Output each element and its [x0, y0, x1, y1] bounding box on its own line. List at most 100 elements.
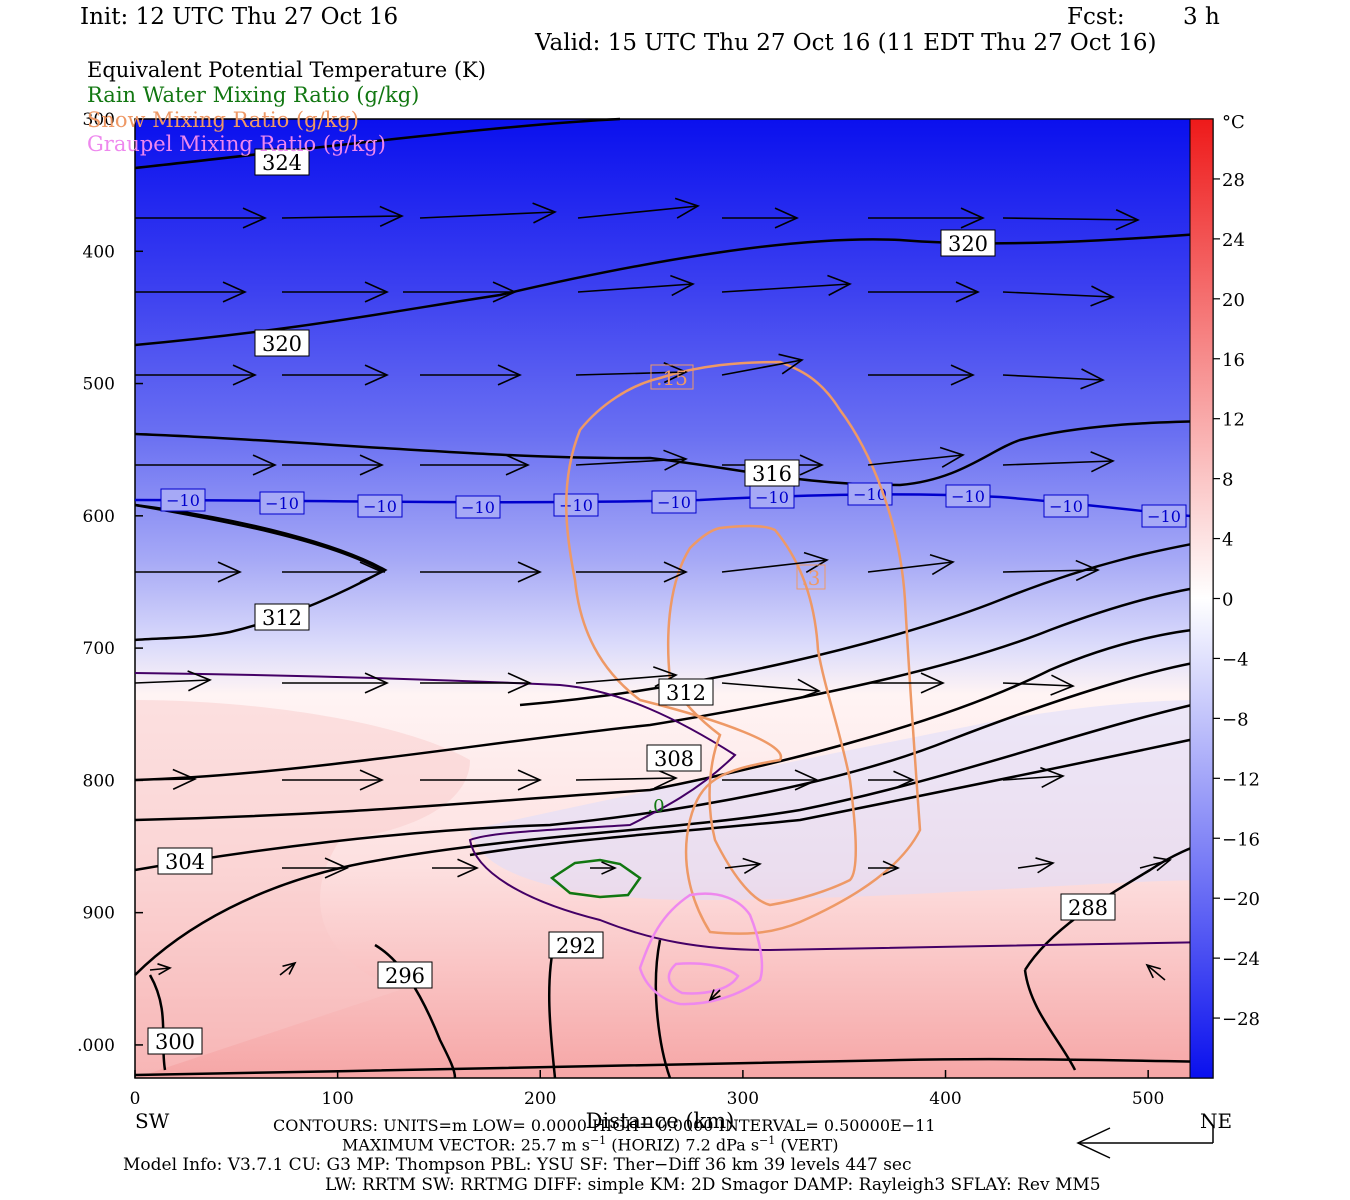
legend-rain: Rain Water Mixing Ratio (g/kg)	[87, 83, 420, 107]
theta-e-label: 292	[556, 934, 596, 958]
theta-e-contour-316	[134, 419, 1214, 487]
y-tick-label: 600	[83, 507, 115, 527]
colorbar-tick-label: −4	[1222, 649, 1249, 670]
wind-vector-head	[507, 672, 532, 694]
wind-vector-head	[1080, 368, 1105, 390]
legend-graupel: Graupel Mixing Ratio (g/kg)	[87, 132, 386, 156]
colorbar-tick-label: 4	[1222, 530, 1233, 551]
theta-e-label: 320	[262, 332, 302, 356]
wind-vector-head	[1040, 766, 1065, 789]
minus10-label-box	[651, 490, 697, 514]
wind-vector-head	[663, 561, 688, 583]
model-info-physics: LW: RRTM SW: RRTMG DIFF: simple KM: 2D S…	[325, 1175, 1101, 1195]
wind-vector-head	[778, 353, 804, 375]
theta-e-contour-lower1	[148, 974, 167, 1071]
wind-vector	[575, 674, 677, 684]
wind-vector	[721, 559, 828, 573]
wind-vector-head	[1035, 857, 1055, 874]
minus10-label: −10	[951, 487, 985, 506]
theta-e-contour-lower4	[654, 939, 672, 1079]
theta-e-contour-296	[134, 698, 1214, 976]
minus10-label: −10	[166, 491, 200, 510]
theta-e-label: 316	[752, 462, 792, 486]
wind-vector-head	[359, 769, 384, 791]
rain-label-0: .0	[647, 796, 664, 817]
wind-vector	[724, 863, 761, 869]
theta-e-contour-300	[134, 658, 1214, 872]
wind-vector-head	[1115, 209, 1140, 231]
theta-e-label-box	[157, 847, 213, 875]
colorbar-ticks: 28 24 20 16 12 8 4 0 −4 −8 −12 −16 −20 −24 −28	[1213, 170, 1260, 1030]
minus10-label: −10	[363, 497, 397, 516]
colorbar-tick-label: −24	[1222, 949, 1260, 970]
wind-vector-head	[920, 672, 945, 694]
wind-vector	[419, 211, 556, 219]
theta-e-labels: 324 320 320 316 312 312 308 304 300 296 292 288	[147, 148, 1116, 1055]
graupel-contour-outer	[638, 892, 764, 1006]
wind-vector-head	[929, 553, 955, 576]
theta-e-contour-324	[134, 117, 621, 170]
theta-e-label: 288	[1068, 896, 1108, 920]
forecast-hours: 3 h	[1183, 4, 1220, 30]
theta-e-label-box	[147, 1027, 203, 1055]
x-tick-label: 300	[727, 1089, 759, 1109]
wind-vector-head	[794, 769, 819, 791]
theta-e-label: 300	[155, 1030, 195, 1054]
theta-e-label-box	[254, 329, 310, 357]
x-tick-label: 400	[929, 1089, 961, 1109]
wind-vector	[1002, 291, 1114, 298]
wind-vector-head	[1090, 285, 1115, 307]
colorbar	[1189, 118, 1214, 1079]
wind-vector-head	[324, 857, 349, 879]
y-tick-label: 800	[83, 771, 115, 791]
wind-vector-head	[882, 860, 900, 876]
plot-background	[135, 119, 1213, 1078]
theta-e-label-box	[744, 459, 800, 487]
colorbar-tick-label: −16	[1222, 829, 1260, 850]
wind-vector-head	[663, 361, 688, 384]
wind-vector-head	[774, 207, 799, 229]
y-axis: 300 400 500 600 700 800 900 .000	[77, 110, 143, 1056]
wind-vector-head	[222, 281, 247, 303]
wind-vector-head	[497, 364, 522, 386]
wind-vector	[867, 454, 964, 466]
wind-vector-head	[955, 281, 980, 303]
wind-vector-head	[827, 274, 852, 296]
x-tick-label: 500	[1132, 1089, 1164, 1109]
minus10-label-box	[357, 494, 403, 518]
wind-vectors	[134, 197, 1172, 1002]
colorbar-tick-label: 0	[1222, 590, 1233, 611]
snow-label-03: .3	[801, 566, 820, 590]
colorbar-unit: °C	[1222, 112, 1245, 133]
wind-vector-head	[517, 561, 542, 583]
wind-vector-head	[364, 672, 389, 694]
minus10-label: −10	[1049, 497, 1083, 516]
y-tick-label: .000	[77, 1036, 115, 1056]
max-vector-info: MAXIMUM VECTOR: 25.7 m s−1 (HORIZ) 7.2 d…	[342, 1134, 839, 1155]
wind-vector	[134, 778, 196, 781]
colorbar-tick-label: 20	[1222, 290, 1245, 311]
wind-vector-head	[364, 281, 389, 303]
wind-vector	[281, 215, 403, 219]
forecast-label: Fcst:	[1067, 4, 1125, 30]
wind-vector-head	[252, 454, 277, 476]
theta-e-label: 312	[262, 606, 302, 630]
theta-e-label-box	[548, 931, 604, 959]
rain-contour	[549, 858, 642, 899]
wind-vector-head	[950, 364, 975, 386]
wind-vector-head	[1153, 856, 1172, 872]
colorbar-tick-label: −20	[1222, 889, 1260, 910]
minus10-label: −10	[265, 494, 299, 513]
max-vector-arrow	[1076, 1126, 1214, 1159]
colorbar-tick-label: −8	[1222, 709, 1249, 730]
x-axis-left-label: SW	[135, 1109, 170, 1133]
minus10-label: −10	[657, 493, 691, 512]
wind-vector	[721, 682, 820, 692]
wind-vector	[709, 989, 721, 1001]
wind-vector-head	[492, 281, 517, 303]
wind-vector	[134, 679, 211, 684]
minus10-label-box	[945, 484, 991, 508]
wind-vector-head	[799, 454, 824, 476]
wind-vector	[279, 962, 296, 976]
wind-vector-head	[517, 769, 542, 791]
